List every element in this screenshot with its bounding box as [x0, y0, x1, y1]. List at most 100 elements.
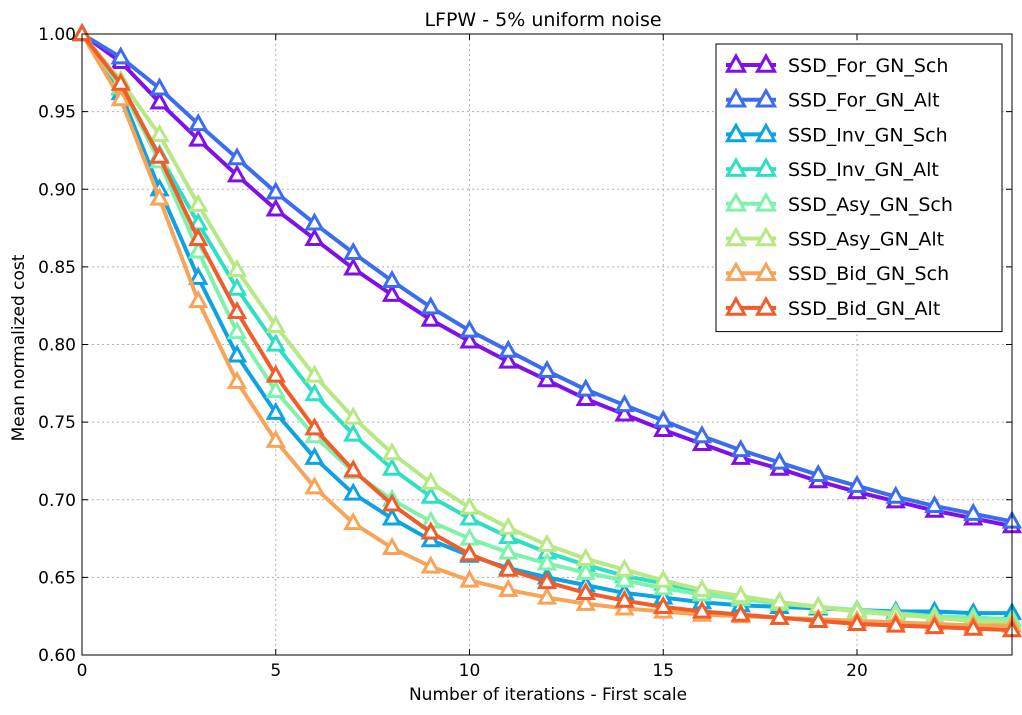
legend-item: SSD_Inv_GN_Alt [724, 157, 939, 181]
data-point-marker [614, 569, 635, 588]
data-point-marker [381, 493, 403, 512]
legend-marker [724, 52, 748, 73]
legend-item: SSD_Bid_GN_Alt [724, 295, 940, 320]
data-point-marker [459, 330, 480, 349]
y-axis-label: Mean normalized cost [9, 254, 29, 441]
data-point-marker [226, 300, 248, 319]
y-tick-label: 0.70 [38, 491, 76, 511]
legend-marker [724, 261, 748, 281]
data-point-marker [808, 609, 829, 628]
data-point-marker [924, 615, 945, 635]
data-point-marker [924, 494, 945, 514]
data-point-marker [226, 370, 248, 389]
data-point-marker [381, 507, 403, 526]
data-point-marker [614, 589, 635, 608]
y-tick-label: 0.65 [38, 568, 76, 588]
legend-item: SSD_Inv_GN_Sch [724, 122, 948, 146]
data-point-marker [265, 198, 286, 217]
data-point-marker [265, 401, 286, 420]
legend-marker [754, 191, 778, 212]
data-point-marker [730, 584, 751, 604]
legend: SSD_For_GN_Sch SSD_For_GN_Alt SSD_Inv_GN_S… [715, 43, 1003, 333]
data-point-marker [304, 383, 325, 402]
data-point-marker [846, 474, 868, 493]
data-point-marker [459, 319, 480, 338]
legend-label: SSD_Inv_GN_Alt [788, 159, 939, 181]
data-point-marker [265, 429, 286, 448]
data-point-marker [808, 463, 829, 483]
data-point-marker [226, 164, 248, 183]
y-tick-label: 1.00 [38, 25, 76, 45]
legend-marker [724, 122, 748, 143]
data-point-marker [846, 612, 868, 632]
x-axis-label: Number of iterations - First scale [409, 685, 687, 705]
data-point-marker [188, 112, 209, 132]
data-point-marker [614, 558, 635, 577]
legend-marker [754, 295, 778, 316]
data-point-marker [420, 521, 441, 540]
data-point-marker [188, 128, 209, 147]
legend-item: SSD_For_GN_Sch [724, 52, 948, 77]
legend-label: SSD_For_GN_Sch [788, 55, 948, 77]
data-point-marker [575, 547, 596, 566]
data-point-marker [226, 277, 248, 296]
data-point-marker [653, 409, 674, 428]
data-point-marker [304, 212, 325, 231]
data-point-marker [226, 147, 248, 166]
data-point-marker [536, 359, 558, 378]
series-ssd-for-gn-alt [71, 22, 1022, 529]
data-point-marker [536, 533, 558, 552]
data-point-marker [265, 181, 286, 200]
data-point-marker [575, 561, 596, 580]
data-point-marker [498, 350, 519, 369]
data-point-marker [381, 536, 403, 555]
data-point-marker [653, 418, 674, 437]
data-point-marker [188, 227, 209, 247]
data-point-marker [343, 241, 364, 261]
y-tick-label: 0.75 [38, 413, 76, 433]
axis-ticks: 0 5 10 15 20 0.60 0.65 0.70 0.75 0.80 0.85 0.90 0.95… [38, 25, 1012, 681]
data-point-marker [575, 581, 596, 600]
y-tick-label: 0.95 [38, 103, 76, 123]
data-point-marker [304, 364, 325, 383]
legend-marker [754, 261, 778, 281]
data-point-marker [963, 617, 984, 636]
data-point-marker [304, 476, 325, 495]
legend-marker [724, 157, 748, 177]
data-point-marker [885, 614, 906, 633]
data-point-marker [498, 339, 519, 358]
data-point-marker [149, 145, 170, 164]
legend-item: SSD_Bid_GN_Sch [724, 261, 949, 285]
data-point-marker [110, 88, 131, 107]
data-point-marker [536, 552, 558, 571]
data-point-marker [769, 591, 790, 610]
data-point-marker [614, 393, 635, 413]
data-point-marker [110, 46, 131, 65]
data-point-marker [653, 595, 674, 614]
data-point-marker [575, 387, 596, 406]
data-point-marker [575, 378, 596, 397]
legend-marker [754, 226, 778, 247]
data-point-marker [420, 296, 441, 315]
data-point-marker [149, 91, 170, 110]
data-point-marker [343, 423, 364, 442]
legend-marker [754, 122, 778, 143]
data-point-marker [498, 516, 519, 535]
y-tick-label: 0.85 [38, 258, 76, 278]
y-tick-label: 0.90 [38, 180, 76, 200]
data-point-marker [381, 283, 403, 302]
data-point-marker [188, 193, 209, 212]
data-point-marker [226, 258, 248, 278]
legend-marker [754, 87, 778, 108]
y-tick-label: 0.60 [38, 646, 76, 666]
data-point-marker [149, 123, 170, 143]
legend-label: SSD_For_GN_Alt [788, 90, 940, 112]
legend-label: SSD_Asy_GN_Alt [788, 229, 944, 251]
data-point-marker [575, 592, 596, 611]
data-point-marker [498, 541, 519, 560]
data-point-marker [420, 308, 441, 327]
data-point-marker [459, 569, 480, 588]
y-tick-label: 0.80 [38, 336, 76, 356]
legend-item: SSD_Asy_GN_Alt [724, 226, 944, 251]
